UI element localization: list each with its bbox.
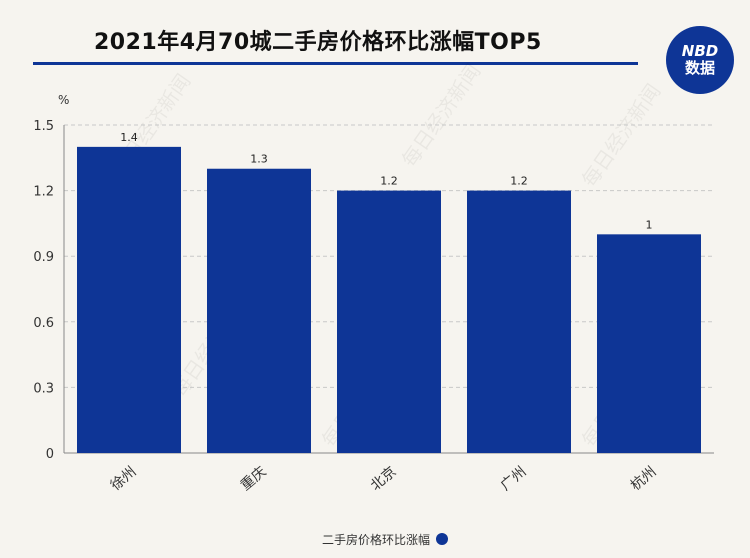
x-tick-label: 广州 — [498, 464, 530, 494]
bar — [207, 168, 311, 453]
chart-title: 2021年4月70城二手房价格环比涨幅TOP5 — [94, 30, 542, 55]
x-tick-label: 北京 — [368, 464, 400, 494]
y-tick-label: 1.2 — [33, 185, 54, 200]
y-tick-label: 0.3 — [33, 381, 54, 396]
data-label: 1 — [646, 218, 653, 231]
logo-line1: NBD — [681, 42, 719, 60]
nbd-logo: NBD 数据 — [666, 26, 734, 94]
data-label: 1.4 — [120, 131, 138, 144]
bar — [337, 190, 441, 453]
data-label: 1.2 — [510, 175, 528, 188]
y-tick-label: 0 — [46, 447, 54, 462]
y-tick-label: 1.5 — [33, 119, 54, 134]
legend-swatch — [436, 533, 449, 545]
title-underline — [33, 62, 638, 65]
bar — [77, 146, 181, 453]
x-tick-label: 徐州 — [108, 464, 140, 494]
bar — [467, 190, 571, 453]
legend: 二手房价格环比涨幅 — [322, 530, 449, 548]
y-tick-label: 0.6 — [33, 316, 54, 331]
data-label: 1.3 — [250, 153, 268, 166]
logo-line2: 数据 — [684, 59, 715, 77]
data-label: 1.2 — [380, 175, 398, 188]
x-tick-label: 杭州 — [628, 464, 660, 494]
legend-label: 二手房价格环比涨幅 — [322, 532, 431, 547]
y-axis-unit: % — [58, 93, 70, 107]
y-tick-label: 0.9 — [33, 250, 54, 265]
bar — [597, 234, 701, 453]
x-tick-label: 重庆 — [238, 464, 270, 494]
